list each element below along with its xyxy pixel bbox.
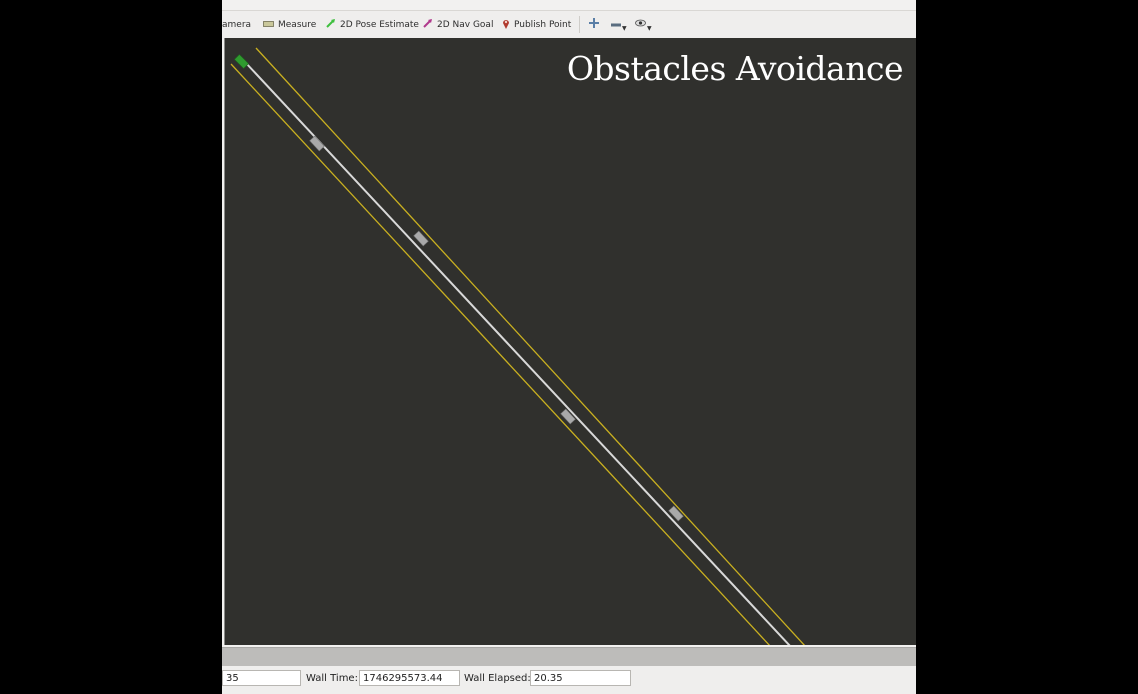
- ros-elapsed-field[interactable]: 35: [222, 670, 301, 686]
- wall-elapsed-label: Wall Elapsed:: [464, 673, 531, 684]
- wall-time-label: Wall Time:: [306, 673, 358, 684]
- obstacle-marker: [668, 505, 684, 522]
- planned-path: [244, 61, 791, 645]
- nav-goal-tool[interactable]: 2D Nav Goal: [423, 11, 493, 38]
- tool-bar: amera Measure 2D Pose Estimate 2D Nav Go…: [222, 10, 916, 38]
- measure-tool-label: Measure: [278, 19, 317, 30]
- interact-camera-tool[interactable]: amera: [222, 11, 251, 38]
- ego-vehicle-marker: [234, 54, 249, 69]
- obstacle-marker: [560, 408, 576, 425]
- lane-boundary-left: [230, 63, 771, 645]
- overlay-title: Obstacles Avoidance: [566, 49, 904, 88]
- pose-arrow-icon: [326, 18, 336, 31]
- chevron-down-icon: ▼: [647, 25, 652, 32]
- obstacle-marker: [413, 230, 429, 247]
- publish-point-tool[interactable]: Publish Point: [502, 11, 571, 38]
- remove-tool-button[interactable]: ▼: [611, 11, 627, 38]
- pose-estimate-label: 2D Pose Estimate: [340, 19, 419, 30]
- ruler-icon: [263, 20, 274, 30]
- move-camera-button[interactable]: [589, 11, 599, 38]
- camera-tool-label: amera: [222, 19, 252, 30]
- nav-arrow-icon: [423, 18, 433, 31]
- obstacle-marker: [309, 135, 325, 152]
- publish-point-label: Publish Point: [514, 19, 572, 30]
- 3d-render-viewport[interactable]: Obstacles Avoidance: [224, 38, 916, 645]
- toolbar-separator: [579, 16, 580, 33]
- nav-goal-label: 2D Nav Goal: [437, 19, 494, 30]
- wall-time-field[interactable]: 1746295573.44: [359, 670, 460, 686]
- time-status-bar: 35 Wall Time: 1746295573.44 Wall Elapsed…: [222, 666, 916, 694]
- map-pin-icon: [502, 18, 510, 32]
- scene-canvas: [230, 47, 806, 645]
- chevron-down-icon: ▼: [622, 25, 627, 32]
- rviz-window: amera Measure 2D Pose Estimate 2D Nav Go…: [222, 0, 916, 694]
- move-cross-icon: [589, 18, 599, 31]
- eye-icon: [635, 19, 646, 30]
- lane-boundary-right: [255, 47, 806, 645]
- horizontal-scrollbar[interactable]: [222, 647, 916, 666]
- wall-elapsed-field[interactable]: 20.35: [530, 670, 631, 686]
- pose-estimate-tool[interactable]: 2D Pose Estimate: [326, 11, 419, 38]
- measure-tool[interactable]: Measure: [263, 11, 316, 38]
- minus-icon: [611, 19, 621, 30]
- view-tool-button[interactable]: ▼: [635, 11, 652, 38]
